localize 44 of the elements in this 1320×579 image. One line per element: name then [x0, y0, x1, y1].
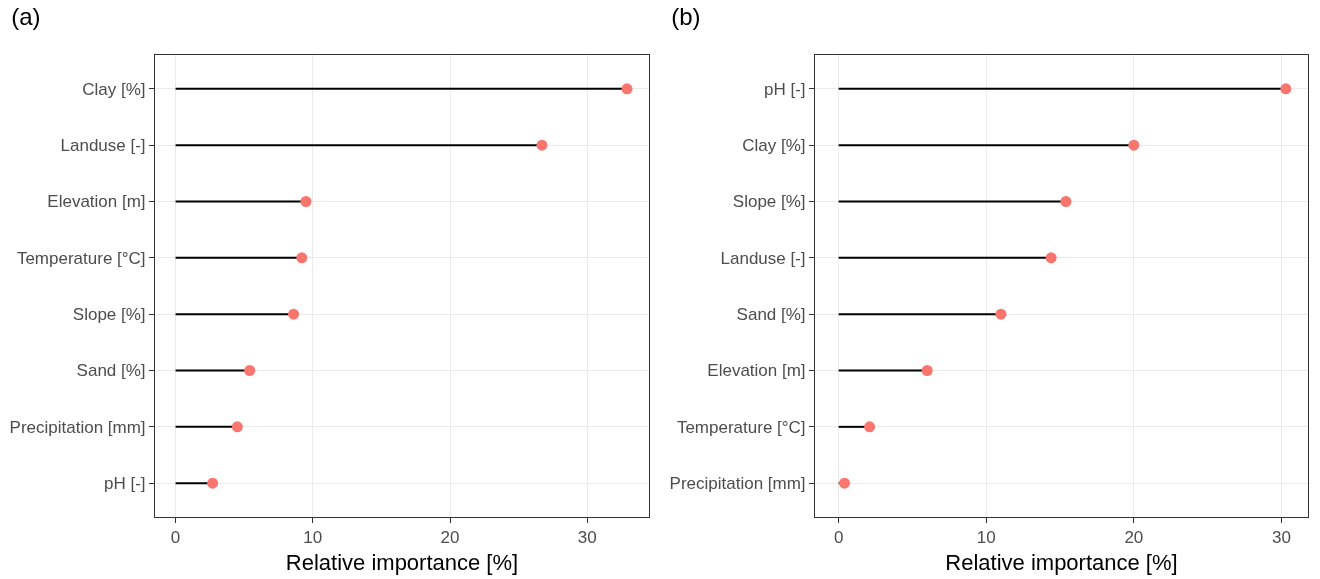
y-tick-label: Precipitation [mm]: [669, 474, 806, 494]
x-axis-title: Relative importance [%]: [945, 550, 1178, 576]
point: [1045, 252, 1057, 264]
y-tick-label: Clay [%]: [742, 136, 806, 156]
y-tick-label: Temperature [°C]: [16, 248, 146, 268]
point: [864, 421, 876, 433]
y-tick-label: Landuse [-]: [720, 248, 806, 268]
y-tick-label: Temperature [°C]: [676, 417, 806, 437]
chart-title: (a): [11, 3, 41, 31]
x-tick-label: 0: [170, 528, 181, 548]
point: [995, 308, 1007, 320]
y-tick-label: Sand [%]: [736, 305, 806, 325]
point: [231, 421, 243, 433]
x-tick-label: 20: [440, 528, 460, 548]
point: [296, 252, 308, 264]
point: [1280, 83, 1292, 95]
point: [536, 139, 548, 151]
point: [1060, 195, 1072, 207]
x-tick-label: 30: [577, 528, 597, 548]
point: [621, 83, 633, 95]
point: [839, 477, 851, 489]
y-tick-label: Slope [%]: [72, 305, 146, 325]
point: [921, 365, 933, 377]
y-tick-label: pH [-]: [764, 79, 806, 99]
point: [300, 195, 312, 207]
x-axis-title: Relative importance [%]: [285, 550, 519, 576]
y-tick-label: Sand [%]: [76, 361, 146, 381]
y-tick-label: Clay [%]: [82, 79, 146, 99]
y-tick-label: Slope [%]: [732, 192, 806, 212]
y-tick-label: pH [-]: [104, 474, 146, 494]
point: [244, 365, 256, 377]
x-tick-label: 0: [833, 528, 844, 548]
chart-title: (b): [671, 3, 701, 31]
y-tick-label: Precipitation [mm]: [9, 417, 146, 437]
x-tick-label: 20: [1124, 528, 1144, 548]
point: [1128, 139, 1140, 151]
x-tick-label: 10: [976, 528, 996, 548]
y-tick-label: Landuse [-]: [60, 136, 146, 156]
x-tick-label: 10: [303, 528, 323, 548]
y-tick-label: Elevation [m]: [707, 361, 806, 381]
point: [207, 477, 219, 489]
y-tick-label: Elevation [m]: [47, 192, 146, 212]
x-tick-label: 30: [1271, 528, 1291, 548]
point: [288, 308, 300, 320]
